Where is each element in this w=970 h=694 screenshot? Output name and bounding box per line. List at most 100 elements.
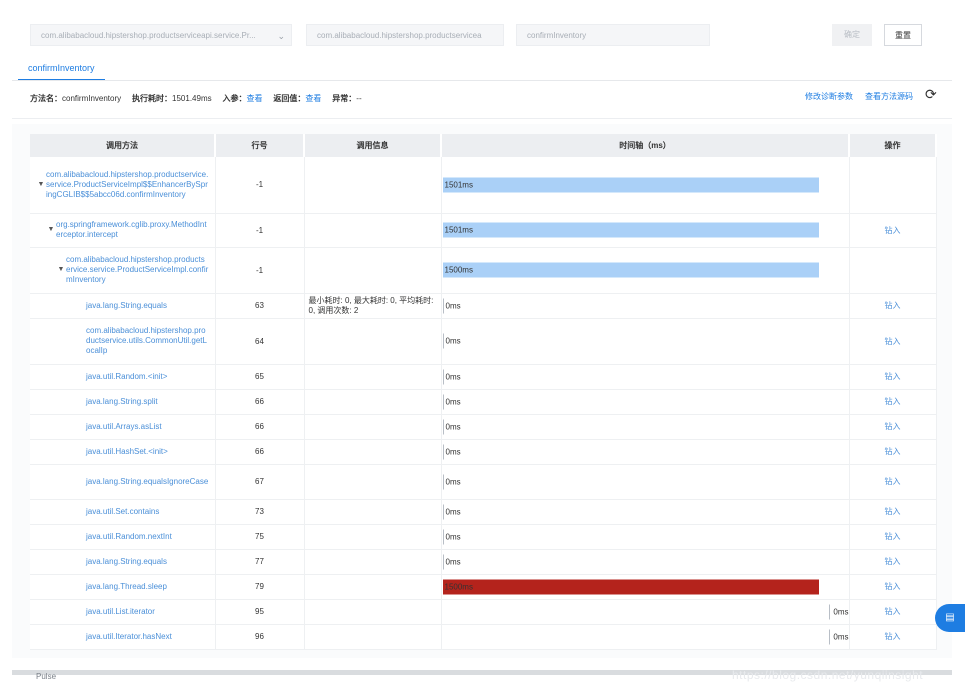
timeline-bar: 0ms	[442, 474, 461, 489]
view-source-link[interactable]: 查看方法源码	[865, 92, 913, 101]
drill-in-link[interactable]: 钻入	[849, 549, 937, 575]
params-view-link[interactable]: 查看	[246, 94, 263, 103]
return-view-link[interactable]: 查看	[305, 94, 322, 103]
header-action: 操作	[849, 134, 937, 157]
line-number: 64	[215, 318, 305, 365]
call-info	[304, 364, 442, 390]
timeline-cell: 0ms	[441, 524, 850, 550]
drill-in-link[interactable]: 钻入	[849, 213, 937, 248]
method-name: java.util.HashSet.<init>	[86, 446, 168, 456]
method-name: java.lang.Thread.sleep	[86, 581, 167, 591]
trace-table: 调用方法 行号 调用信息 时间轴（ms） 操作 ▼ com.alibabaclou…	[30, 134, 937, 650]
timeline-bar: 0ms	[442, 504, 461, 519]
timeline-bar: 1500ms	[442, 262, 819, 278]
method-name: com.alibabacloud.hipstershop.productserv…	[46, 169, 209, 199]
call-info	[304, 549, 442, 575]
timeline-bar: 1500ms	[442, 579, 819, 594]
header-timeline: 时间轴（ms）	[441, 134, 850, 157]
modify-params-link[interactable]: 修改诊断参数	[805, 92, 853, 101]
table-header-row: 调用方法 行号 调用信息 时间轴（ms） 操作	[30, 134, 937, 157]
line-number: 66	[215, 414, 305, 440]
method-name: com.alibabacloud.hipstershop.productserv…	[86, 326, 207, 355]
timeline-bar: 0ms	[442, 394, 461, 409]
call-info	[304, 499, 442, 525]
timeline-cell: 0ms	[441, 549, 850, 575]
method-cell: ▼ org.springframework.cglib.proxy.MethodI…	[30, 213, 216, 248]
method-cell: java.util.Iterator.hasNext	[30, 624, 216, 650]
timeline-cell: 0ms	[441, 318, 850, 365]
caret-down-icon[interactable]: ▼	[37, 180, 45, 188]
drill-in-link[interactable]: 钻入	[849, 414, 937, 440]
line-number: 66	[215, 389, 305, 415]
timeline-bar: 0ms	[442, 554, 461, 569]
method-name-value: confirmInventory	[62, 94, 122, 103]
drill-in-link[interactable]: 钻入	[849, 574, 937, 600]
method-cell: com.alibabacloud.hipstershop.productserv…	[30, 318, 216, 365]
drill-in-link[interactable]: 钻入	[849, 439, 937, 465]
timeline-cell: 0ms	[441, 389, 850, 415]
drill-in-link[interactable]: 钻入	[849, 624, 937, 650]
line-number: -1	[215, 157, 305, 214]
drill-in-link[interactable]: 钻入	[849, 364, 937, 390]
line-number: 73	[215, 499, 305, 525]
table-row: java.lang.String.equalsIgnoreCase 67 0ms 钻入	[30, 464, 937, 500]
method-name-label: 方法名：	[30, 94, 62, 103]
tab-confirm-inventory[interactable]: confirmInventory	[18, 60, 105, 81]
table-row: ▼ org.springframework.cglib.proxy.MethodI…	[30, 213, 937, 248]
method-info: 方法名：confirmInventory 执行耗时：1501.49ms 入参：查…	[30, 93, 364, 104]
line-number: 75	[215, 524, 305, 550]
timeline-cell: 1500ms	[441, 247, 850, 294]
table-row: java.lang.Thread.sleep 79 1500ms 钻入	[30, 574, 937, 600]
drill-in-link[interactable]: 钻入	[849, 389, 937, 415]
table-row: com.alibabacloud.hipstershop.productserv…	[30, 318, 937, 365]
class-select[interactable]: com.alibabacloud.hipstershop.productserv…	[30, 24, 292, 46]
impl-select[interactable]: com.alibabacloud.hipstershop.productserv…	[306, 24, 504, 46]
doc-icon[interactable]: ▤	[935, 604, 965, 632]
caret-down-icon[interactable]: ▼	[57, 266, 65, 273]
timeline-bar: 0ms	[442, 298, 461, 313]
drill-in-link[interactable]: 钻入	[849, 293, 937, 319]
drill-in-link[interactable]: 钻入	[849, 464, 937, 500]
table-row: java.util.Set.contains 73 0ms 钻入	[30, 499, 937, 525]
exec-time-label: 执行耗时：	[132, 94, 173, 103]
table-row: java.lang.String.equals 63 最小耗时: 0, 最大耗时: …	[30, 293, 937, 319]
call-info	[304, 318, 442, 365]
drill-in-link[interactable]: 钻入	[849, 599, 937, 625]
call-info: 最小耗时: 0, 最大耗时: 0, 平均耗时: 0, 调用次数: 2	[304, 293, 442, 319]
drill-in-link[interactable]: 钻入	[849, 318, 937, 365]
method-cell: java.lang.Thread.sleep	[30, 574, 216, 600]
line-number: 79	[215, 574, 305, 600]
method-cell: java.lang.String.split	[30, 389, 216, 415]
table-row: java.lang.String.equals 77 0ms 钻入	[30, 549, 937, 575]
call-info	[304, 574, 442, 600]
reset-button[interactable]: 重置	[884, 24, 922, 46]
timeline-cell: 1501ms	[441, 213, 850, 248]
call-info	[304, 439, 442, 465]
bottom-scrollbar[interactable]	[12, 670, 952, 675]
call-info	[304, 599, 442, 625]
timeline-cell: 0ms	[441, 464, 850, 500]
method-name: org.springframework.cglib.proxy.MethodIn…	[56, 220, 207, 239]
drill-in-link[interactable]	[849, 157, 937, 214]
header-line: 行号	[215, 134, 305, 157]
drill-in-link[interactable]: 钻入	[849, 524, 937, 550]
header-info: 调用信息	[304, 134, 442, 157]
drill-in-link[interactable]: 钻入	[849, 499, 937, 525]
table-row: java.lang.String.split 66 0ms 钻入	[30, 389, 937, 415]
method-select-value: confirmInventory	[527, 31, 587, 40]
method-name: java.util.Arrays.asList	[86, 421, 162, 431]
method-cell: java.util.Random.nextInt	[30, 524, 216, 550]
exception-value: --	[356, 94, 362, 103]
method-cell: ▼ com.alibabacloud.hipstershop.productser…	[30, 247, 216, 294]
line-number: 95	[215, 599, 305, 625]
method-select[interactable]: confirmInventory	[516, 24, 710, 46]
refresh-icon[interactable]: ⟳	[925, 86, 937, 102]
drill-in-link[interactable]	[849, 247, 937, 294]
confirm-button[interactable]: 确定	[832, 24, 872, 46]
caret-down-icon[interactable]: ▼	[47, 226, 55, 233]
method-name: java.util.List.iterator	[86, 606, 155, 616]
line-number: 63	[215, 293, 305, 319]
class-select-value: com.alibabacloud.hipstershop.productserv…	[41, 31, 256, 40]
method-cell: java.lang.String.equalsIgnoreCase	[30, 464, 216, 500]
timeline-cell: 0ms	[441, 414, 850, 440]
